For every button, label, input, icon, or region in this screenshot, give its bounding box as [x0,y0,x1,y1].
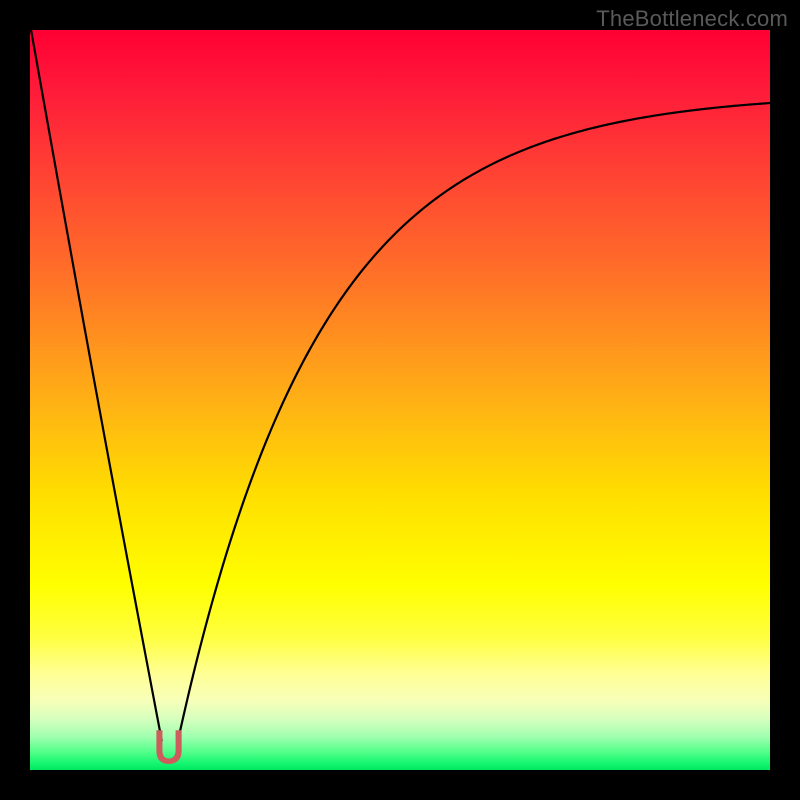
plot-area: U [30,30,770,770]
curve-left-branch [30,30,162,740]
curve-right-branch [178,103,770,740]
optimum-marker: U [154,734,184,763]
bottleneck-curve [30,30,770,770]
watermark-text: TheBottleneck.com [596,6,788,32]
chart-frame: TheBottleneck.com U [0,0,800,800]
